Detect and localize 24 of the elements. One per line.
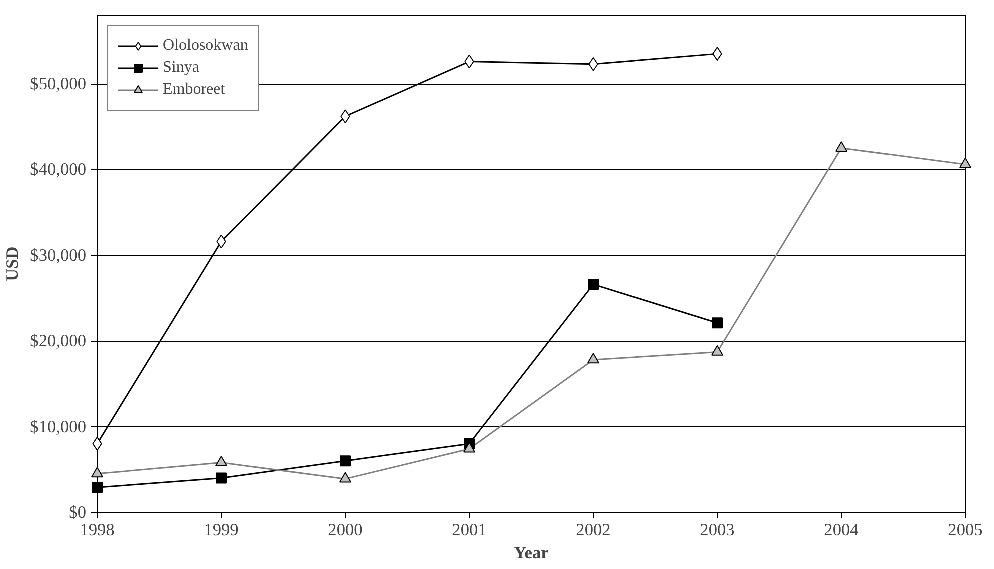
x-tick-label: 2001 — [452, 520, 487, 540]
x-tick-label: 2005 — [948, 520, 983, 540]
legend-label: Emboreet — [163, 81, 226, 99]
x-tick-label: 1999 — [204, 520, 239, 540]
x-tick-label: 1998 — [80, 520, 115, 540]
x-tick-label: 2002 — [576, 520, 611, 540]
x-tick-label: 2004 — [824, 520, 860, 540]
y-tick-label: $50,000 — [30, 74, 87, 94]
y-axis-title: USD — [3, 246, 22, 282]
x-axis-title: Year — [514, 544, 550, 562]
point — [712, 318, 723, 329]
y-tick-label: $40,000 — [30, 160, 87, 180]
y-tick-label: $10,000 — [30, 417, 87, 436]
y-tick-label: $30,000 — [30, 246, 87, 265]
y-tick-label: $0 — [69, 503, 86, 522]
point — [340, 456, 351, 467]
point — [216, 472, 227, 484]
legend-label: Ololosokwan — [163, 37, 248, 55]
x-tick-label: 2000 — [328, 520, 363, 540]
point — [588, 279, 599, 290]
legend-label: Sinya — [163, 59, 200, 77]
x-tick-label: 2003 — [700, 520, 735, 540]
y-tick-label: $20,000 — [30, 332, 87, 351]
point — [92, 482, 103, 494]
